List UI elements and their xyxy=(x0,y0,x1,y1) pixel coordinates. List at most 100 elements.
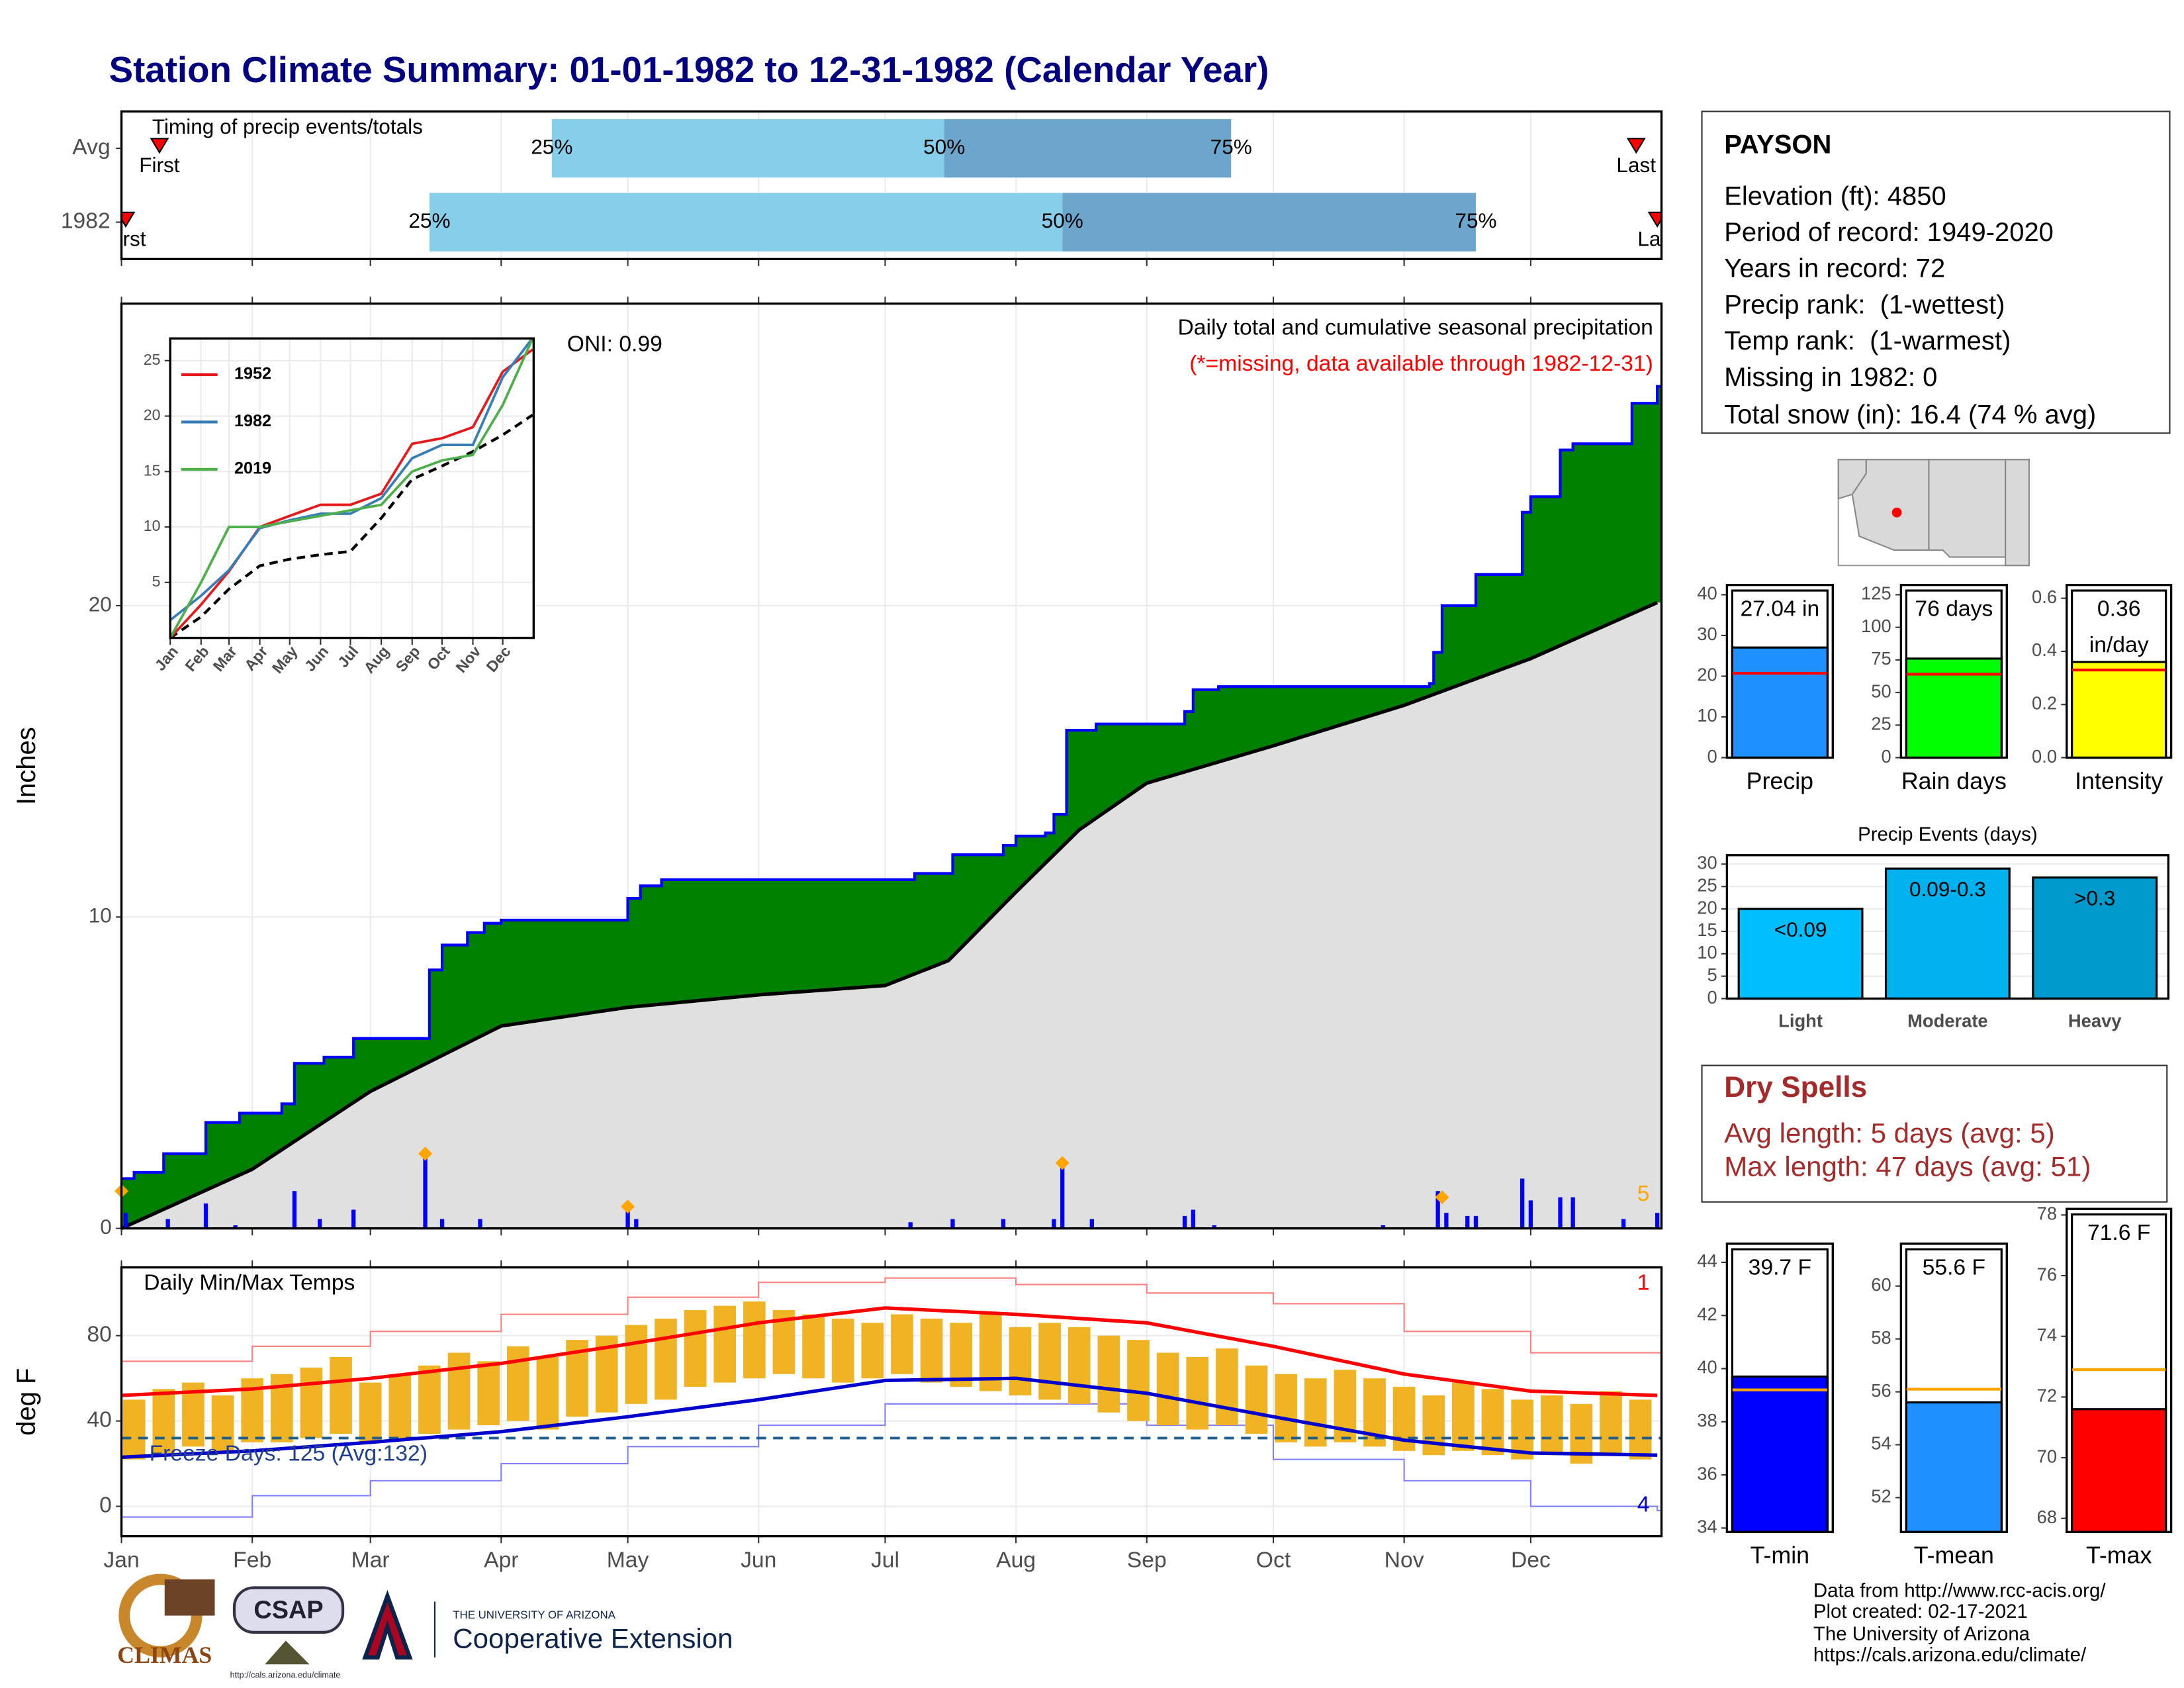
csap-logo: CSAP xyxy=(253,1596,323,1624)
temp-range-bar xyxy=(1245,1365,1268,1434)
daily-precip-bar xyxy=(1465,1215,1470,1229)
y-tick-label: 10 xyxy=(1697,942,1717,962)
temp-range-bar xyxy=(152,1389,175,1453)
y-axis-label: deg F xyxy=(12,1368,41,1436)
daily-precip-bar xyxy=(1520,1178,1525,1229)
quartile-bar xyxy=(1062,193,1477,252)
event-label: First xyxy=(139,153,180,177)
dry-spells-line: Avg length: 5 days (avg: 5) xyxy=(1724,1117,2055,1149)
y-tick-label: 74 xyxy=(2037,1325,2057,1345)
annotation: Freeze Days: 125 (Avg:132) xyxy=(150,1442,428,1466)
bar xyxy=(1884,867,2011,1000)
info-line: Missing in 1982: 0 xyxy=(1724,363,1937,392)
quartile-bar xyxy=(551,118,944,178)
temp-range-bar xyxy=(861,1323,884,1379)
y-tick-label: 0.0 xyxy=(2032,746,2057,767)
value-unit: in/day xyxy=(2089,633,2149,657)
legend-label: 1982 xyxy=(234,412,271,430)
x-tick-label: Precip xyxy=(1747,768,1813,794)
bar xyxy=(1905,1401,2003,1533)
y-tick-label: 5 xyxy=(1707,964,1717,985)
x-tick-label: T-max xyxy=(2086,1542,2152,1569)
record-low-count: 4 xyxy=(1637,1492,1650,1517)
climas-emblem xyxy=(164,1579,215,1616)
x-tick-label: Dec xyxy=(1511,1548,1551,1572)
temp-range-bar xyxy=(1186,1356,1209,1430)
bar xyxy=(2032,876,2158,1000)
bar-label: 0.09-0.3 xyxy=(1909,877,1986,901)
y-tick-label: 25 xyxy=(1871,714,1891,734)
event-label: First xyxy=(105,226,146,250)
station-name: PAYSON xyxy=(1724,130,1831,159)
quartile-bar xyxy=(944,118,1232,178)
temp-range-bar xyxy=(1216,1348,1238,1426)
y-tick-label: 10 xyxy=(1697,705,1717,726)
climas-logo: CLIMAS xyxy=(117,1642,212,1668)
record-marker xyxy=(1435,1190,1449,1205)
y-tick-label: 75 xyxy=(1871,648,1891,669)
daily-precip-bar xyxy=(1621,1219,1626,1229)
record-count: 5 xyxy=(1637,1182,1650,1206)
info-box xyxy=(1701,111,2171,434)
x-tick-label: T-mean xyxy=(1914,1542,1994,1569)
y-tick-label: 38 xyxy=(1697,1410,1717,1430)
y-tick-label: 25 xyxy=(1697,874,1717,895)
y-tick-label: 50 xyxy=(1871,680,1891,701)
plot-frame xyxy=(1725,854,2170,1000)
x-tick-label: Rain days xyxy=(1901,768,2007,794)
quartile-bar xyxy=(429,193,1063,252)
y-tick-label: 42 xyxy=(1697,1303,1717,1324)
daily-precip-bar xyxy=(1444,1213,1449,1229)
y-tick-label: 40 xyxy=(1697,1357,1717,1378)
temp-range-bar xyxy=(300,1368,323,1438)
temp-range-bar xyxy=(1452,1382,1475,1451)
daily-precip-bar xyxy=(1381,1225,1385,1229)
daily-precip-bar xyxy=(1212,1225,1216,1229)
y-tick-label: 40 xyxy=(87,1408,111,1432)
y-tick-label: 10 xyxy=(144,517,161,534)
info-line: Precip rank: (1-wettest) xyxy=(1724,290,2005,319)
daily-precip-bar xyxy=(165,1219,170,1229)
y-tick-label: 60 xyxy=(1871,1274,1891,1295)
temp-range-bar xyxy=(891,1314,913,1374)
event-marker xyxy=(1626,138,1646,154)
x-tick-label: May xyxy=(607,1548,649,1572)
temp-range-bar xyxy=(713,1305,737,1383)
quartile-label: 50% xyxy=(923,134,965,158)
bar xyxy=(1731,646,1829,759)
x-tick-label: T-min xyxy=(1751,1542,1809,1569)
plot-frame xyxy=(1725,1243,1834,1534)
info-line: Period of record: 1949-2020 xyxy=(1724,218,2054,247)
daily-precip-bar xyxy=(1570,1197,1575,1229)
temp-range-bar xyxy=(1422,1395,1445,1456)
value-label: 71.6 F xyxy=(2087,1221,2150,1245)
map-state xyxy=(2005,459,2030,567)
value-label: 76 days xyxy=(1915,596,1993,621)
annotation: ONI: 0.99 xyxy=(567,332,662,357)
y-tick-label: 76 xyxy=(2037,1264,2057,1284)
y-tick-label: 70 xyxy=(2037,1446,2057,1466)
y-tick-label: 34 xyxy=(1697,1517,1717,1537)
y-tick-label: 0 xyxy=(1707,746,1717,767)
y-tick-label: 125 xyxy=(1861,583,1891,604)
y-tick-label: 52 xyxy=(1871,1486,1891,1507)
plot-frame xyxy=(1725,583,1834,759)
cumulative-line xyxy=(121,385,1662,1180)
x-tick-label: Apr xyxy=(484,1548,518,1572)
bar xyxy=(1731,1375,1829,1533)
bar xyxy=(2071,1408,2167,1533)
extension-name: Cooperative Extension xyxy=(453,1623,733,1654)
temp-range-bar xyxy=(1511,1399,1533,1460)
plot-frame xyxy=(2066,583,2173,759)
credit-line: The University of Arizona xyxy=(1813,1623,2030,1645)
temp-range-bar xyxy=(447,1352,471,1430)
temp-range-bar xyxy=(1600,1391,1622,1456)
y-tick-label: 36 xyxy=(1697,1463,1717,1483)
daily-precip-bar xyxy=(351,1209,356,1229)
y-tick-label: 68 xyxy=(2037,1507,2057,1527)
record-high-line xyxy=(121,1277,1662,1362)
credit-line: Data from http://www.rcc-acis.org/ xyxy=(1813,1580,2106,1602)
daily-precip-bar xyxy=(1191,1209,1196,1229)
daily-precip-bar xyxy=(1052,1219,1056,1229)
series-line xyxy=(169,337,534,622)
